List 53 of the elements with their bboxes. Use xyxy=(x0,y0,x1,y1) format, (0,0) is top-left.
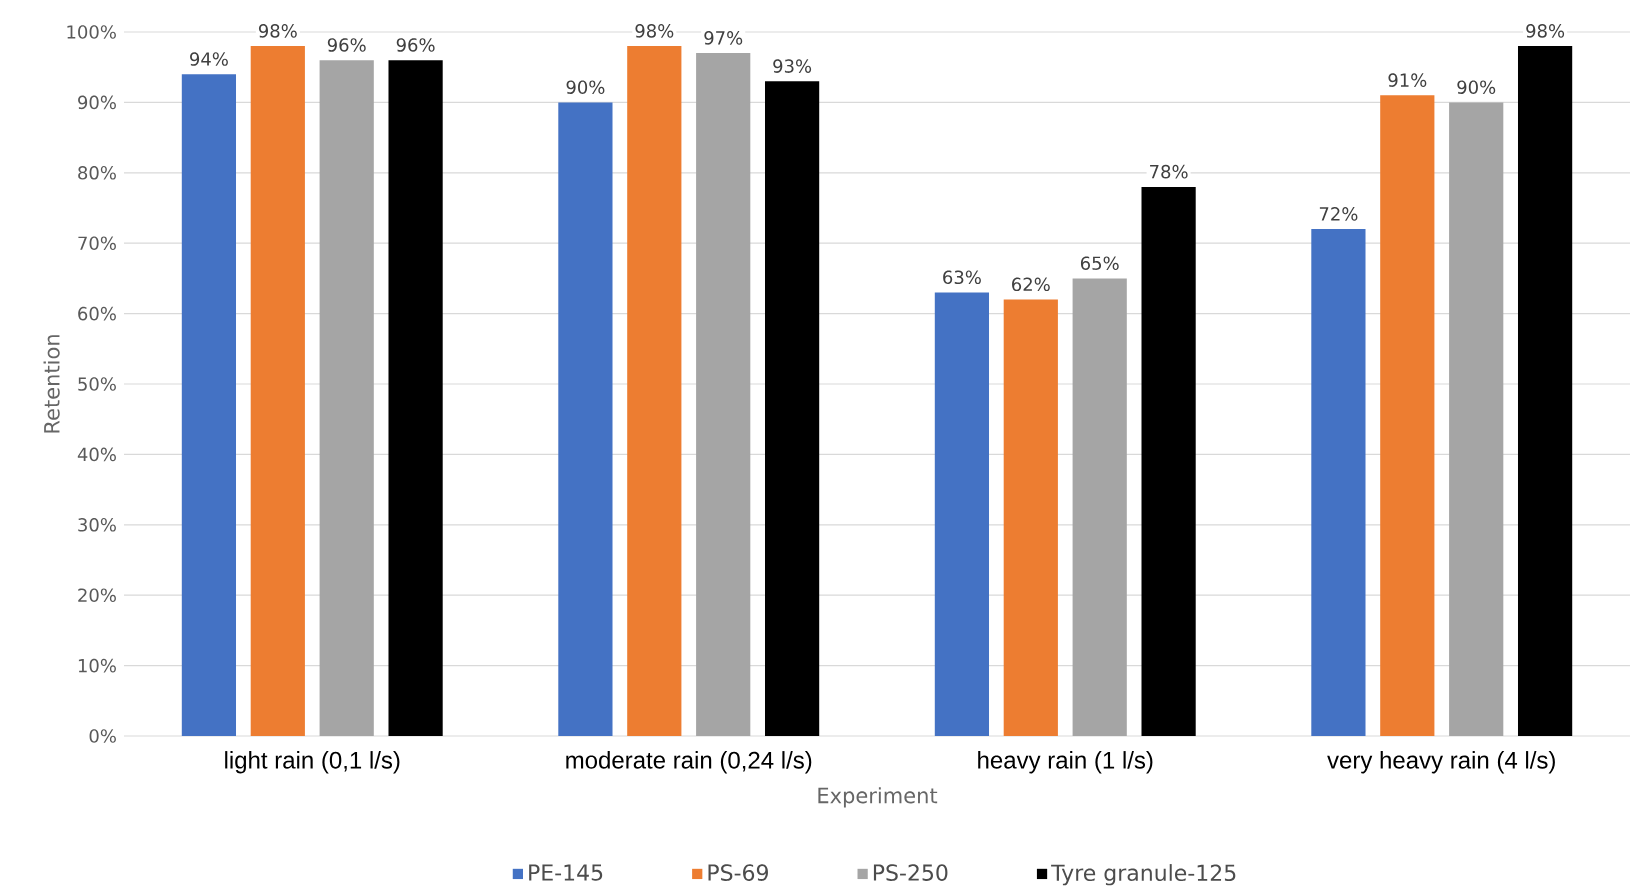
x-tick-label: very heavy rain (4 l/s) xyxy=(1327,751,1555,774)
data-label: 94% xyxy=(190,52,228,66)
data-label: 98% xyxy=(258,24,297,38)
bar xyxy=(627,46,682,736)
bar xyxy=(1072,278,1127,736)
legend-label: Tyre granule-125 xyxy=(1051,864,1236,886)
y-tick-label: 90% xyxy=(78,95,116,110)
bar xyxy=(1449,102,1504,736)
x-tick-label: moderate rain (0,24 l/s) xyxy=(566,751,812,774)
data-label: 62% xyxy=(1012,277,1050,292)
bar xyxy=(1380,95,1435,736)
data-label: 90% xyxy=(1457,80,1496,94)
data-label: 96% xyxy=(396,38,435,52)
bar xyxy=(319,60,374,736)
bar xyxy=(934,292,990,736)
data-label: 98% xyxy=(635,24,674,38)
y-tick-label: 0% xyxy=(89,729,116,743)
bar xyxy=(1003,299,1058,736)
data-label: 98% xyxy=(1526,24,1565,38)
bar xyxy=(696,53,751,736)
y-axis-title: Retention xyxy=(43,335,60,433)
data-label: 96% xyxy=(327,38,366,52)
bar xyxy=(558,102,613,736)
data-label: 78% xyxy=(1150,164,1188,179)
data-label: 63% xyxy=(943,270,981,285)
data-label: 90% xyxy=(566,80,605,94)
y-tick-label: 80% xyxy=(78,165,116,180)
y-tick-label: 20% xyxy=(78,588,116,602)
legend-label: PS-250 xyxy=(873,864,948,881)
bar xyxy=(1141,186,1196,736)
y-tick-label: 10% xyxy=(78,658,116,673)
legend-label: PE-145 xyxy=(529,864,603,881)
bar xyxy=(765,81,820,736)
data-label: 97% xyxy=(704,31,743,45)
x-tick-label: light rain (0,1 l/s) xyxy=(225,751,400,774)
data-label: 72% xyxy=(1319,207,1358,221)
data-label: 91% xyxy=(1388,73,1427,87)
y-tick-label: 40% xyxy=(77,447,116,462)
legend-label: PS-69 xyxy=(708,864,768,881)
bar xyxy=(1517,46,1573,736)
x-axis-title: Experiment xyxy=(818,787,938,808)
data-label: 65% xyxy=(1080,256,1119,270)
bar xyxy=(1311,229,1366,736)
y-tick-label: 100% xyxy=(67,25,116,39)
y-tick-label: 50% xyxy=(78,377,116,391)
bar xyxy=(181,74,237,736)
bar xyxy=(250,46,305,736)
y-tick-label: 30% xyxy=(78,517,116,532)
y-tick-label: 70% xyxy=(78,236,116,250)
bar xyxy=(388,60,443,736)
x-tick-label: heavy rain (1 l/s) xyxy=(978,751,1153,774)
data-label: 93% xyxy=(773,59,812,73)
y-tick-label: 60% xyxy=(78,306,116,321)
